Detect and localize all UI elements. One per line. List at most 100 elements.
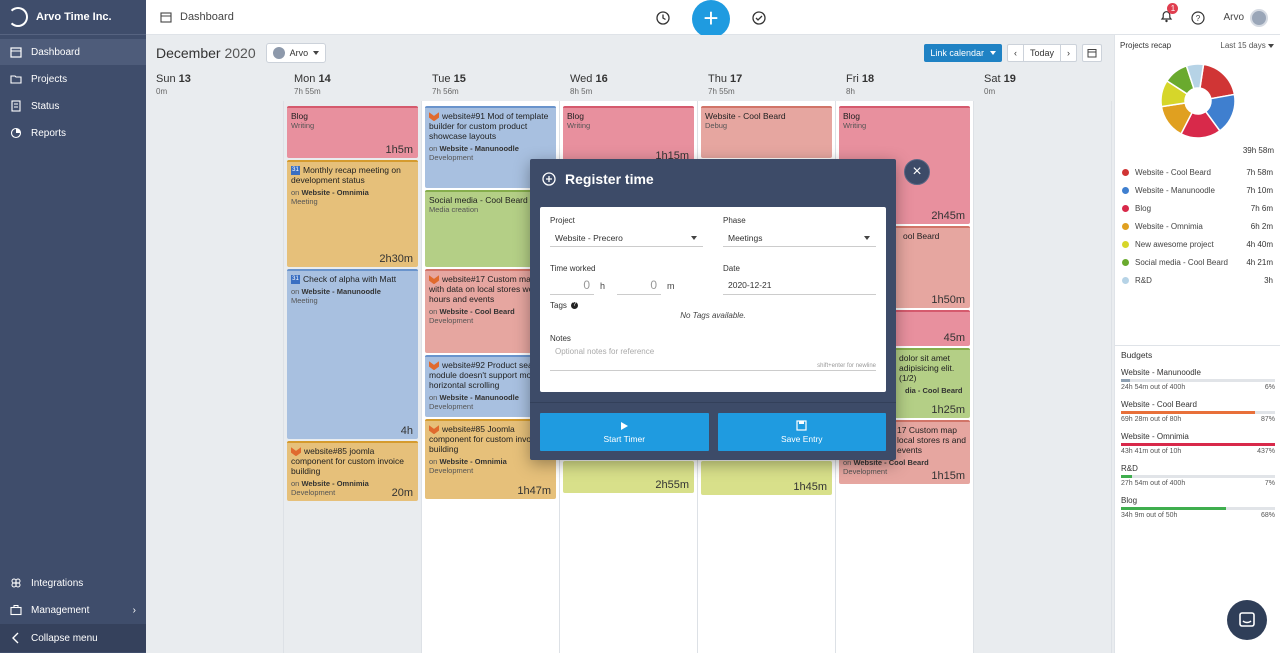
time-entry[interactable]: 2h55m	[563, 461, 694, 493]
budget-item[interactable]: R&D 27h 54m out of 400h 7%	[1121, 464, 1275, 487]
day-column-tue[interactable]: website#91 Mod of template builder for c…	[422, 101, 560, 653]
clock-icon[interactable]	[656, 10, 670, 25]
budget-item[interactable]: Blog 34h 9m out of 50h 68%	[1121, 496, 1275, 519]
budget-progress-fill	[1121, 507, 1226, 510]
budget-percent: 7%	[1264, 480, 1275, 487]
time-entry[interactable]: website#85 joomla component for custom i…	[287, 441, 418, 501]
folder-icon	[10, 75, 22, 84]
gitlab-icon	[429, 112, 439, 122]
start-timer-button[interactable]: Start Timer	[540, 413, 709, 451]
budget-progress-bar	[1121, 475, 1275, 478]
close-modal-button[interactable]: ×	[904, 159, 930, 185]
link-calendar-button[interactable]: Link calendar	[924, 44, 1002, 62]
calendar-icon	[10, 47, 22, 58]
legend-value: 7h 6m	[1250, 203, 1273, 213]
project-label: Project	[550, 216, 575, 225]
collapse-menu-button[interactable]: Collapse menu	[0, 624, 146, 652]
avatar[interactable]	[1250, 8, 1268, 27]
info-icon[interactable]: ?	[570, 302, 578, 309]
day-column-sun[interactable]	[146, 101, 284, 653]
owner-name: Arvo	[289, 48, 309, 58]
gitlab-icon	[429, 275, 439, 285]
phase-select[interactable]: Meetings	[723, 229, 876, 247]
legend-label: R&D	[1135, 275, 1152, 285]
day-header-tue[interactable]: Tue 15 7h 56m	[432, 73, 466, 96]
chevron-left-icon	[12, 632, 19, 644]
chevron-down-icon	[989, 51, 996, 55]
minutes-unit: m	[667, 281, 675, 291]
notes-textarea[interactable]: Optional notes for reference shift+enter…	[550, 347, 876, 371]
legend-label: Website - Manunoodle	[1135, 185, 1215, 195]
day-header-thu[interactable]: Thu 17 7h 55m	[708, 73, 743, 96]
time-entry[interactable]: Blog Writing 1h15m	[563, 106, 694, 164]
day-header-wed[interactable]: Wed 16 8h 5m	[570, 73, 608, 96]
day-header-fri[interactable]: Fri 18 8h	[846, 73, 875, 96]
sidebar-item-label: Dashboard	[31, 46, 80, 58]
register-time-modal: Register time Project Website - Precero …	[530, 159, 896, 460]
day-header-mon[interactable]: Mon 14 7h 55m	[294, 73, 331, 96]
today-button[interactable]: Today	[1022, 45, 1060, 61]
save-icon	[796, 420, 807, 431]
sidebar-item-management[interactable]: Management ›	[0, 597, 146, 623]
next-week-button[interactable]: ›	[1060, 45, 1076, 61]
legend-dot	[1122, 168, 1129, 176]
recap-legend-item: New awesome project 4h 40m	[1115, 235, 1280, 253]
sidebar-item-reports[interactable]: Reports	[0, 120, 146, 146]
save-entry-button[interactable]: Save Entry	[717, 413, 886, 451]
hours-input[interactable]: 0	[550, 277, 594, 295]
help-icon[interactable]: ?	[1191, 10, 1206, 25]
owner-select[interactable]: Arvo	[265, 43, 327, 63]
legend-label: Website - Cool Beard	[1135, 167, 1211, 177]
pie-slice[interactable]	[1199, 63, 1236, 100]
check-circle-icon[interactable]	[752, 10, 766, 25]
sidebar-item-integrations[interactable]: Integrations	[0, 570, 146, 596]
legend-dot	[1122, 186, 1129, 194]
sidebar-item-label: Projects	[31, 73, 68, 85]
sidebar-item-label: Collapse menu	[31, 632, 98, 644]
time-entry[interactable]: 17 Custom map local stores rs and events…	[839, 420, 970, 484]
tags-label: Tags	[550, 301, 567, 310]
day-column-mon[interactable]: Blog Writing 1h5m 31 Monthly recap meetin…	[284, 101, 422, 653]
budget-name: Website - Manunoodle	[1121, 368, 1201, 377]
legend-value: 6h 2m	[1250, 221, 1273, 231]
minutes-input[interactable]: 0	[617, 277, 662, 295]
budget-used: 43h 41m out of 10h	[1121, 448, 1182, 455]
time-entry[interactable]: Blog Writing 1h5m	[287, 106, 418, 158]
time-entry[interactable]: 31 Monthly recap meeting on development s…	[287, 160, 418, 267]
calendar-picker-button[interactable]	[1082, 44, 1102, 62]
time-entry[interactable]: Website - Cool Beard Debug	[701, 106, 832, 158]
chat-button[interactable]	[1227, 600, 1267, 640]
recap-range-select[interactable]: Last 15 days	[1220, 41, 1274, 50]
save-entry-label: Save Entry	[780, 434, 823, 444]
time-entry[interactable]: 1h45m	[701, 461, 832, 495]
budget-item[interactable]: Website - Omnimia 43h 41m out of 10h 437%	[1121, 432, 1275, 455]
add-entry-button[interactable]: +	[692, 0, 730, 38]
date-label: Date	[723, 264, 740, 273]
recap-legend-item: Blog 7h 6m	[1115, 199, 1280, 217]
budget-progress-bar	[1121, 507, 1275, 510]
brand[interactable]: Arvo Time Inc.	[0, 0, 146, 35]
legend-value: 7h 58m	[1246, 167, 1273, 177]
prev-week-button[interactable]: ‹	[1013, 48, 1017, 58]
budget-name: R&D	[1121, 464, 1138, 473]
budget-item[interactable]: Website - Cool Beard 69h 28m out of 80h 87…	[1121, 400, 1275, 423]
day-header-sun[interactable]: Sun 13 0m	[156, 73, 191, 96]
budget-progress-fill	[1121, 379, 1131, 382]
user-name[interactable]: Arvo	[1223, 12, 1244, 23]
right-panel: Projects recap Last 15 days 39h 58m Webs…	[1114, 35, 1280, 653]
sidebar-item-dashboard[interactable]: Dashboard	[0, 39, 146, 65]
notifications-button[interactable]: 1	[1160, 3, 1179, 26]
date-input[interactable]: 2020-12-21	[723, 277, 876, 295]
budget-item[interactable]: Website - Manunoodle 24h 54m out of 400h 6…	[1121, 368, 1275, 391]
sidebar-item-projects[interactable]: Projects	[0, 66, 146, 92]
sidebar-item-status[interactable]: Status	[0, 93, 146, 119]
time-entry[interactable]: 31 Check of alpha with Matt on Website - …	[287, 269, 418, 439]
start-timer-label: Start Timer	[603, 433, 646, 444]
day-column-sat[interactable]	[974, 101, 1112, 653]
day-header-sat[interactable]: Sat 19 0m	[984, 73, 1016, 96]
recap-legend-item: Social media - Cool Beard 4h 21m	[1115, 253, 1280, 271]
briefcase-icon	[10, 605, 22, 616]
project-select[interactable]: Website - Precero	[550, 229, 703, 247]
pie-slice[interactable]	[1185, 63, 1205, 90]
play-icon	[621, 421, 629, 430]
